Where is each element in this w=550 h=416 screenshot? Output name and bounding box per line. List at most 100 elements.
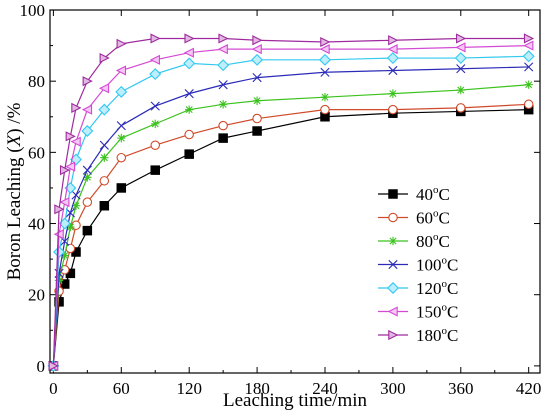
legend-label: 60oC bbox=[416, 208, 450, 228]
legend-marker bbox=[388, 329, 399, 341]
series-100oC bbox=[48, 62, 534, 371]
data-point bbox=[184, 33, 195, 44]
legend-entry: 40oC bbox=[378, 184, 450, 204]
data-point bbox=[115, 85, 128, 98]
legend-marker bbox=[388, 236, 398, 246]
y-axis-title-variable: X bbox=[4, 133, 25, 147]
axis-ticks: 0 60 120 180 240 300 360 420 0 20 40 60 80 100 bbox=[20, 1, 542, 398]
series-80oC bbox=[49, 80, 533, 371]
data-point bbox=[217, 59, 230, 72]
data-point bbox=[65, 208, 75, 218]
data-point bbox=[455, 42, 466, 53]
data-point bbox=[71, 201, 81, 210]
legend-label: 100oC bbox=[416, 255, 458, 275]
legend-entry: 120oC bbox=[378, 278, 458, 298]
plot-frame bbox=[49, 9, 541, 374]
data-point bbox=[98, 83, 110, 94]
data-point bbox=[184, 105, 194, 114]
legend-marker bbox=[388, 212, 398, 223]
data-point bbox=[523, 40, 534, 51]
data-point bbox=[149, 54, 160, 65]
data-point bbox=[150, 140, 160, 150]
data-point bbox=[98, 103, 111, 116]
data-point bbox=[251, 53, 264, 66]
data-point bbox=[320, 104, 330, 115]
legend-label: 150oC bbox=[416, 302, 458, 322]
data-point bbox=[65, 131, 76, 142]
data-point bbox=[99, 200, 110, 211]
data-point bbox=[319, 53, 331, 66]
x-tick-label: 60 bbox=[113, 379, 130, 398]
data-point bbox=[387, 44, 398, 55]
y-tick-label: 60 bbox=[28, 143, 45, 162]
data-point bbox=[251, 44, 262, 55]
y-axis-title-prefix: Boron Leaching ( bbox=[4, 146, 25, 280]
data-point bbox=[183, 57, 196, 70]
legend-entry: 100oC bbox=[378, 255, 458, 275]
data-point bbox=[218, 33, 229, 44]
data-point bbox=[82, 165, 92, 175]
data-point bbox=[523, 99, 534, 110]
data-point bbox=[83, 173, 92, 182]
data-point bbox=[116, 38, 127, 49]
data-point bbox=[456, 64, 466, 74]
series-150oC bbox=[47, 40, 534, 371]
data-point bbox=[184, 129, 194, 140]
data-point bbox=[252, 35, 263, 46]
data-point bbox=[218, 120, 228, 131]
data-point bbox=[99, 176, 110, 186]
data-point bbox=[65, 243, 76, 254]
series-line bbox=[52, 44, 529, 366]
data-point bbox=[99, 140, 109, 150]
data-point bbox=[116, 121, 126, 131]
data-point bbox=[100, 153, 109, 162]
data-point bbox=[59, 265, 70, 275]
data-point bbox=[388, 104, 398, 115]
data-point bbox=[81, 125, 94, 137]
data-point bbox=[386, 52, 399, 65]
data-point bbox=[99, 52, 110, 64]
data-point bbox=[149, 68, 162, 81]
data-point bbox=[81, 104, 93, 115]
data-point bbox=[523, 33, 535, 44]
data-point bbox=[70, 136, 81, 147]
data-point bbox=[71, 190, 81, 200]
legend-marker bbox=[388, 189, 398, 199]
x-tick-label: 120 bbox=[176, 379, 202, 398]
legend-label: 40oC bbox=[416, 184, 450, 204]
legend-entry: 150oC bbox=[378, 302, 458, 322]
x-tick-label: 180 bbox=[244, 379, 270, 398]
data-point bbox=[64, 161, 76, 172]
data-point bbox=[320, 67, 330, 77]
data-point bbox=[252, 73, 262, 83]
data-point bbox=[320, 36, 331, 48]
data-point bbox=[53, 246, 66, 258]
data-point bbox=[522, 50, 535, 63]
data-point bbox=[71, 220, 81, 231]
legend-marker bbox=[387, 282, 399, 294]
series-40oC bbox=[48, 104, 534, 371]
data-point bbox=[218, 80, 228, 90]
x-tick-label: 300 bbox=[380, 379, 406, 398]
data-point bbox=[217, 44, 228, 55]
x-tick-label: 240 bbox=[312, 379, 338, 398]
data-point bbox=[218, 133, 228, 143]
y-axis-title-suffix: ) /% bbox=[4, 102, 25, 134]
legend-entry: 180oC bbox=[378, 325, 458, 345]
data-point bbox=[150, 101, 160, 111]
series-line bbox=[52, 84, 529, 366]
series-lines bbox=[47, 33, 535, 372]
data-point bbox=[183, 47, 194, 58]
legend-label: 180oC bbox=[416, 325, 458, 345]
data-point bbox=[54, 204, 65, 215]
data-point bbox=[82, 76, 93, 87]
data-point bbox=[59, 197, 70, 208]
data-point bbox=[456, 85, 465, 95]
data-point bbox=[150, 33, 161, 44]
y-axis-title: Boron Leaching (X) /% bbox=[4, 102, 25, 280]
data-point bbox=[150, 165, 160, 175]
legend-entry: 60oC bbox=[378, 208, 450, 228]
legend-marker bbox=[387, 306, 398, 317]
x-tick-label: 360 bbox=[448, 379, 474, 398]
